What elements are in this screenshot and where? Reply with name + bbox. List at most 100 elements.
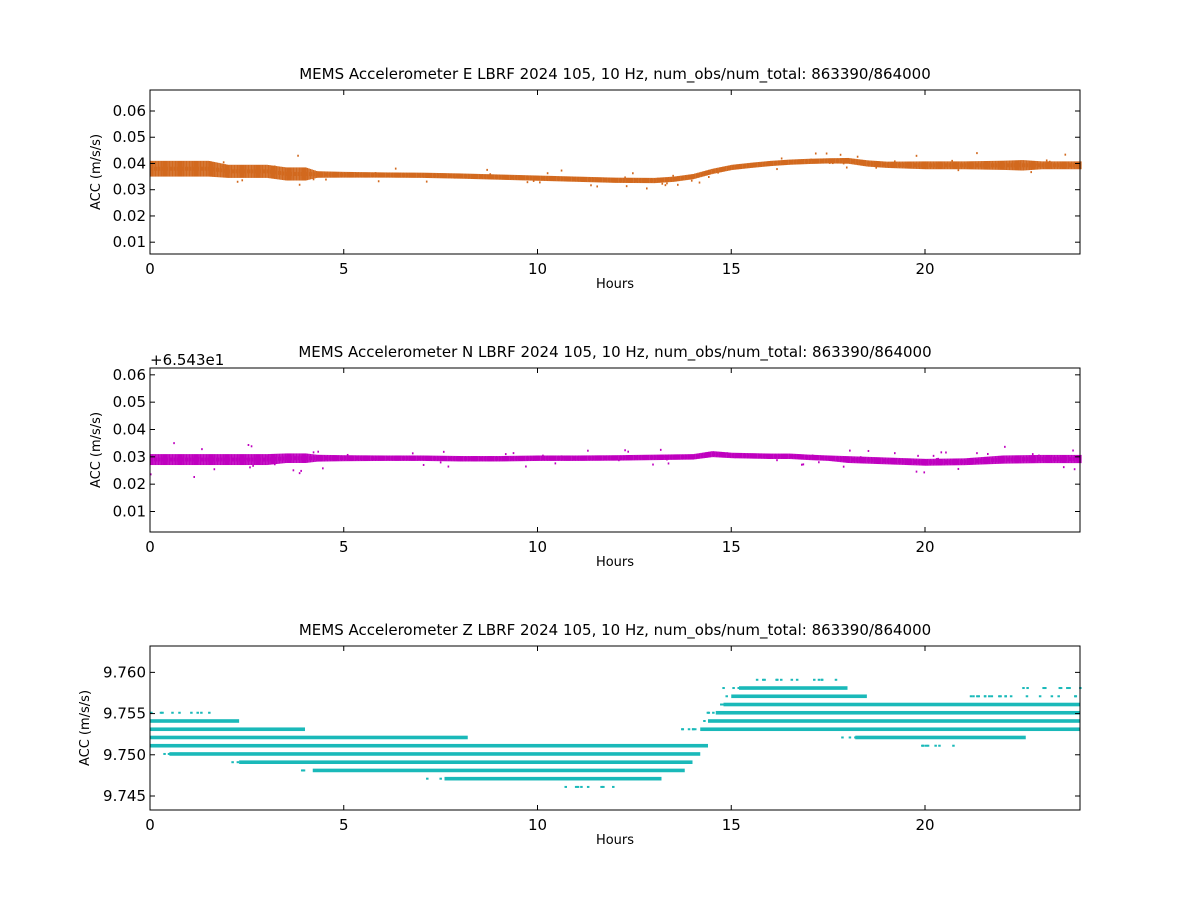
data-point: [677, 176, 680, 181]
data-point: [737, 687, 740, 690]
y-tick-label: 0.06: [113, 102, 146, 120]
data-point: [882, 458, 886, 463]
data-point: [780, 678, 783, 681]
data-point: [721, 451, 724, 458]
data-point: [690, 174, 693, 180]
data-point: [737, 164, 740, 170]
data-point: [945, 451, 947, 454]
data-point: [659, 454, 662, 461]
data-point: [845, 157, 848, 164]
data-point: [971, 459, 975, 464]
data-point: [672, 174, 674, 177]
data-point: [822, 158, 825, 164]
data-point: [580, 785, 583, 788]
data-point: [157, 457, 161, 462]
data-point: [1026, 687, 1029, 690]
data-point: [790, 678, 794, 681]
data-point: [985, 161, 988, 170]
data-point: [506, 175, 510, 180]
data-point: [213, 468, 216, 471]
panel-z-data-points: [150, 678, 1082, 788]
data-point: [669, 455, 673, 460]
data-point: [401, 456, 405, 461]
data-point: [164, 728, 168, 731]
data-point: [931, 458, 933, 466]
data-point: [789, 454, 793, 459]
data-point: [165, 457, 169, 462]
data-point: [851, 457, 855, 462]
data-point: [776, 160, 778, 166]
data-point: [587, 449, 589, 452]
data-point: [297, 456, 301, 461]
data-point: [808, 159, 812, 164]
data-point: [632, 172, 634, 175]
data-point: [301, 456, 305, 461]
data-point: [1066, 687, 1069, 690]
data-point: [373, 457, 375, 460]
data-point: [832, 456, 835, 461]
data-point: [440, 456, 444, 461]
data-point: [758, 454, 762, 459]
data-point: [728, 703, 731, 706]
data-point: [225, 164, 228, 178]
data-point: [971, 163, 975, 168]
data-point: [184, 166, 188, 171]
data-point: [1031, 453, 1034, 456]
data-point: [479, 174, 483, 179]
data-point: [510, 175, 514, 180]
data-point: [967, 459, 971, 464]
data-point: [832, 162, 834, 165]
data-point: [1016, 160, 1019, 171]
data-point: [657, 455, 661, 460]
data-point: [853, 158, 856, 165]
data-point: [266, 457, 270, 462]
data-point: [959, 459, 963, 464]
panel-e-xlabel: Hours: [596, 277, 634, 292]
data-point: [554, 462, 557, 465]
data-point: [1076, 457, 1080, 462]
data-point: [804, 455, 808, 460]
y-tick-label: 0.01: [113, 233, 146, 251]
data-point: [453, 777, 457, 780]
data-point: [466, 173, 468, 179]
data-point: [719, 719, 722, 722]
data-point: [952, 459, 956, 464]
level-band: [150, 735, 468, 740]
data-point: [642, 455, 646, 460]
data-point: [467, 174, 471, 179]
data-point: [264, 164, 267, 178]
data-point: [363, 172, 367, 177]
data-point: [742, 453, 746, 458]
x-tick-label: 0: [145, 260, 155, 278]
data-point: [940, 460, 944, 465]
data-point: [331, 769, 335, 772]
data-point: [642, 178, 646, 183]
data-point: [448, 456, 452, 461]
data-point: [923, 161, 926, 170]
data-point: [692, 454, 696, 459]
panel-e: MEMS Accelerometer E LBRF 2024 105, 10 H…: [89, 65, 1082, 292]
data-point: [231, 761, 234, 764]
data-point: [460, 456, 463, 461]
data-point: [1025, 695, 1029, 698]
data-point: [435, 172, 437, 179]
data-point: [773, 161, 777, 166]
data-point: [336, 172, 339, 177]
data-point: [297, 154, 299, 157]
data-point: [190, 711, 193, 714]
data-point: [762, 678, 765, 681]
data-point: [683, 175, 685, 181]
data-point: [264, 454, 267, 466]
data-point: [706, 451, 709, 458]
data-point: [378, 456, 382, 461]
data-point: [752, 453, 755, 459]
data-point: [580, 456, 584, 461]
data-point: [841, 736, 844, 739]
data-point: [842, 465, 845, 468]
data-point: [564, 785, 567, 788]
data-point: [281, 171, 285, 176]
data-point: [566, 176, 569, 182]
data-point: [208, 711, 211, 714]
data-point: [666, 182, 668, 185]
